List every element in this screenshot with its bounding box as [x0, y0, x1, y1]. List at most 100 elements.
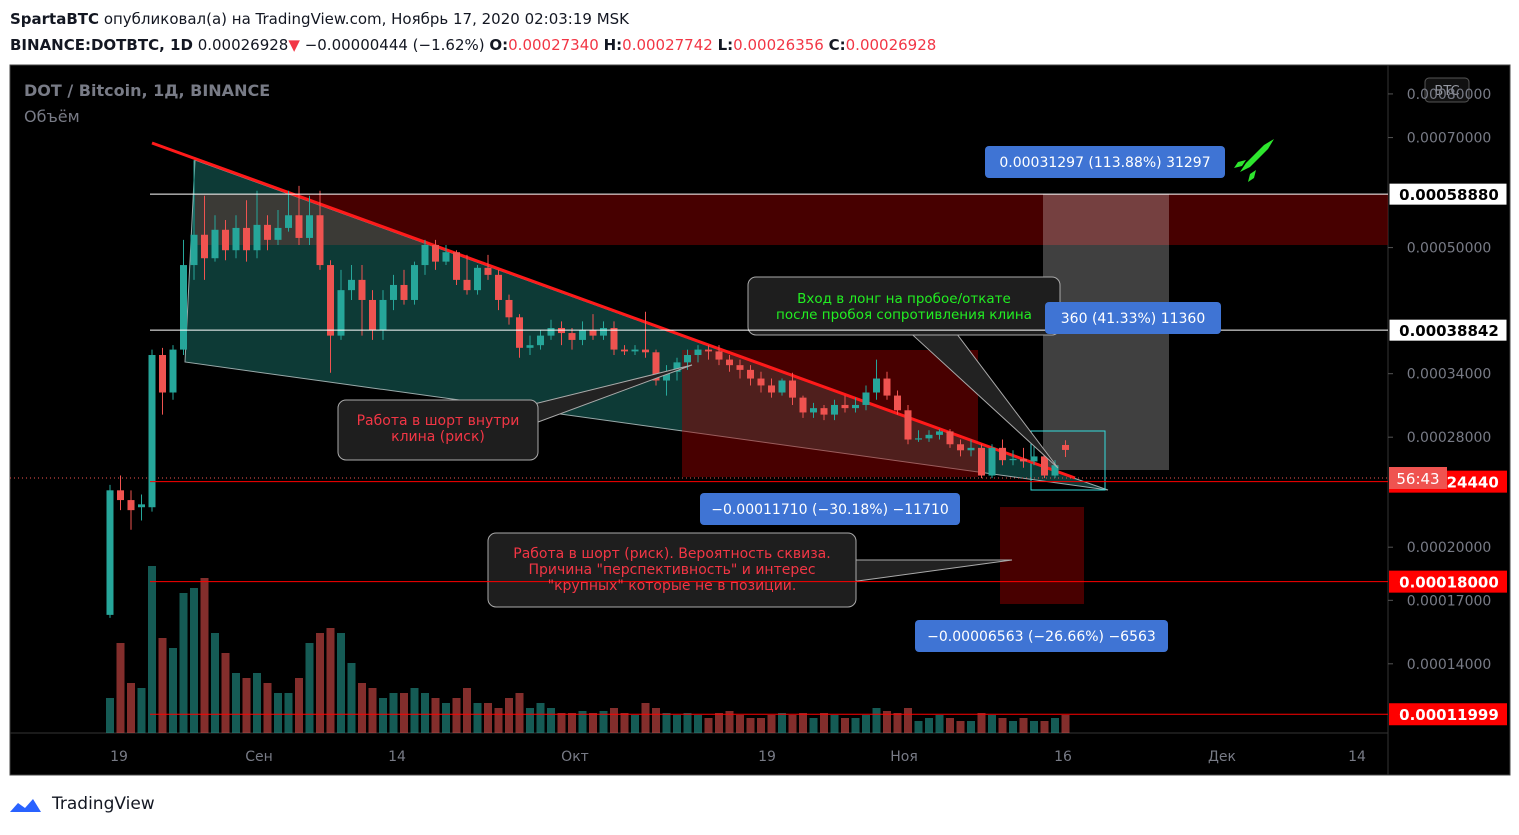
- candle-body: [138, 504, 145, 508]
- price-line-label-bg: [1388, 182, 1508, 206]
- measure-label-bg: [700, 493, 960, 525]
- measure-label: 0.00031297 (113.88%) 31297: [999, 155, 1210, 171]
- volume-bar: [946, 718, 954, 733]
- volume-bar: [820, 713, 828, 733]
- l-label: L:: [718, 36, 734, 54]
- volume-bar: [767, 715, 776, 733]
- logo-icon: [10, 799, 41, 812]
- candle-body: [547, 328, 555, 336]
- volume-bar: [799, 713, 807, 733]
- x-tick-label: 19: [758, 749, 776, 765]
- volume-bar: [956, 721, 965, 733]
- currency[interactable]: BTC: [1434, 84, 1459, 99]
- candle-body: [243, 227, 250, 251]
- candle-body: [862, 392, 870, 405]
- volume-bar: [1019, 718, 1028, 733]
- resistance-trendline: [151, 141, 1076, 480]
- volume-bar: [599, 711, 608, 733]
- volume-bar: [694, 715, 702, 733]
- candle-body: [967, 447, 975, 451]
- arrow: ▼: [288, 36, 300, 54]
- volume-bar: [505, 698, 513, 733]
- x-tick-label: Сен: [245, 749, 273, 765]
- volume-bar: [347, 663, 356, 733]
- volume-bar: [841, 718, 849, 733]
- y-tick-label: 0.00080000: [1407, 87, 1492, 103]
- volume-bar: [421, 693, 429, 733]
- candle-body: [1020, 458, 1027, 462]
- o-label: O:: [489, 36, 508, 54]
- candle-body: [894, 395, 901, 411]
- volume-bar: [169, 648, 177, 733]
- candle-body: [904, 410, 912, 440]
- footer-brand: TradingView: [51, 794, 155, 814]
- volume-bar: [274, 693, 282, 733]
- volume-bar: [914, 721, 923, 733]
- candle-body: [264, 224, 271, 240]
- callout-text: Работа в шорт внутри: [357, 413, 520, 429]
- candle-body: [421, 244, 429, 266]
- volume-bar: [158, 638, 167, 733]
- y-tick-label: 0.00028000: [1407, 430, 1492, 446]
- candle-body: [768, 385, 775, 393]
- candle-body: [232, 227, 240, 251]
- volume-bar: [725, 711, 734, 733]
- candle-body: [169, 349, 177, 393]
- candle-body: [757, 378, 765, 386]
- volume-bar: [389, 693, 398, 733]
- currency-button[interactable]: [1424, 77, 1470, 103]
- candle-body: [400, 284, 408, 300]
- callout-text: клина (риск): [391, 429, 485, 445]
- candle-body: [999, 447, 1006, 461]
- volume-bar: [400, 693, 408, 733]
- measure-label-bg: [985, 146, 1225, 178]
- volume-bar: [368, 688, 377, 733]
- volume-bar: [463, 688, 471, 733]
- volume-bar: [211, 633, 219, 733]
- x-tick-label: 14: [1348, 749, 1366, 765]
- candle-body: [327, 265, 334, 336]
- volume-bar: [589, 713, 597, 733]
- candle-body: [883, 378, 891, 396]
- callout-text: после пробоя сопротивления клина: [776, 307, 1032, 323]
- x-tick-label: Дек: [1208, 749, 1236, 765]
- price-line-label: 0.00018000: [1399, 574, 1499, 592]
- volume-bar: [232, 673, 240, 733]
- volume-bar: [967, 721, 975, 733]
- candles: [106, 160, 1070, 733]
- measure-label: −0.00011710 (−30.18%) −11710: [711, 502, 949, 518]
- candle-body: [736, 365, 744, 370]
- candle-body: [726, 359, 733, 366]
- change: −0.00000444 (−1.62%): [305, 36, 485, 54]
- candle-body: [127, 500, 135, 511]
- candle-body: [1041, 456, 1048, 476]
- c-label: C:: [829, 36, 846, 54]
- volume-bar: [998, 718, 1007, 733]
- candle-body: [1030, 456, 1038, 462]
- rocket-icon: [1234, 139, 1274, 182]
- candle-body: [117, 490, 124, 501]
- candle-body: [568, 333, 576, 340]
- volume-bar: [358, 683, 366, 733]
- volume-bar: [326, 628, 335, 733]
- h: 0.00027742: [622, 36, 713, 54]
- volume-bar: [925, 718, 933, 733]
- candle-body: [306, 215, 313, 238]
- candle-body: [778, 380, 786, 393]
- overlays: [337, 139, 1274, 608]
- candle-body: [537, 335, 544, 346]
- candle-body: [222, 229, 229, 251]
- x-tick-label: 14: [388, 749, 406, 765]
- y-tick-label: 0.00050000: [1407, 241, 1492, 257]
- callout-text: Вход в лонг на пробое/откате: [797, 291, 1011, 307]
- volume-bar: [484, 703, 492, 733]
- candle-body: [673, 362, 681, 372]
- candle-body: [505, 299, 513, 318]
- x-tick-label: Окт: [561, 749, 589, 765]
- volume-bar: [1009, 721, 1017, 733]
- volume-bar: [316, 633, 324, 733]
- chart-title: DOT / Bitcoin, 1Д, BINANCE: [24, 81, 270, 100]
- logo: [10, 799, 41, 812]
- volume-bar: [778, 713, 786, 733]
- callout-text: Причина "перспективность" и интерес: [528, 562, 815, 578]
